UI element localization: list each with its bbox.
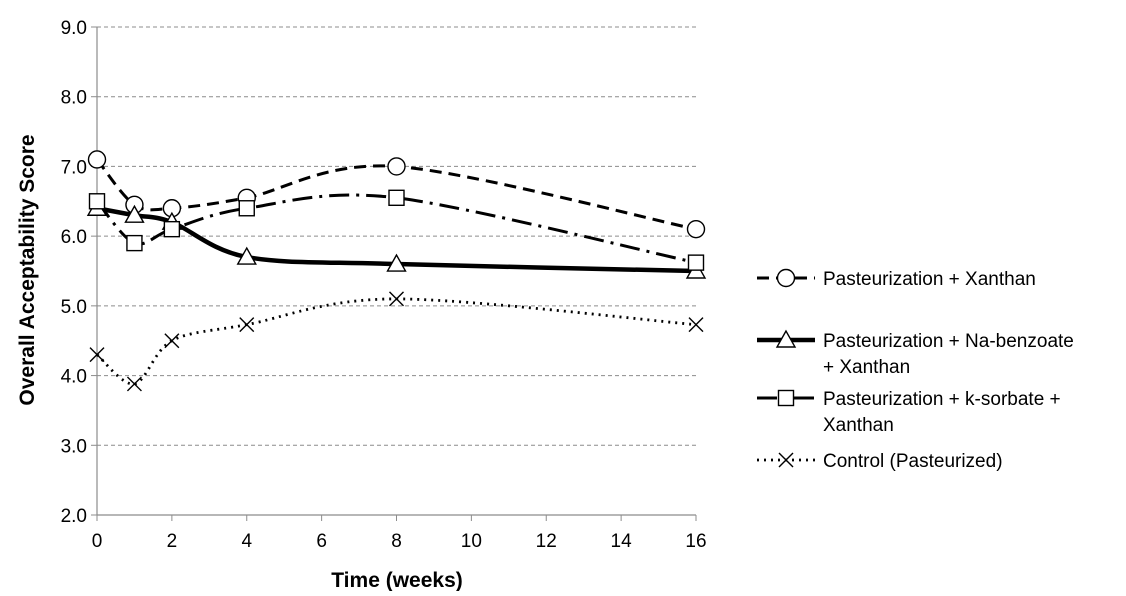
data-point-x [239,317,255,333]
data-point-square [238,200,255,217]
y-tick-label: 5.0 [61,297,87,318]
x-tick-label: 8 [391,531,402,552]
data-point-triangle [236,246,257,265]
y-tick-label: 2.0 [61,506,87,527]
series-line [96,297,697,386]
data-point-square [163,220,181,238]
legend-item: Pasteurization + Xanthan [757,268,1036,290]
legend-label: + Xanthan [823,357,910,378]
legend-item: Pasteurization + k-sorbate + Xanthan [757,389,1061,436]
data-point-circle [87,150,107,169]
legend-label: Pasteurization + Xanthan [823,269,1036,290]
x-tick-label: 10 [461,531,482,552]
series-square [88,189,705,271]
x-tick-label: 0 [92,531,103,552]
data-point-square [88,193,106,210]
data-point-circle [387,157,406,176]
legend-label: Pasteurization + k-sorbate + [823,389,1061,410]
x-tick-label: 4 [241,531,252,552]
data-point-x [126,376,142,392]
data-point-triangle [386,253,407,272]
y-tick-label: 8.0 [61,88,87,109]
x-axis-title: Time (weeks) [331,569,463,591]
y-tick-label: 7.0 [61,157,87,178]
y-tick-label: 9.0 [61,18,87,39]
x-tick-label: 12 [536,531,557,552]
series-x [89,291,704,392]
legend-item: Control (Pasteurized) [757,451,1003,472]
legend-swatch-circle [776,268,796,288]
data-point-x [688,317,704,333]
grid-layer [97,26,696,446]
data-point-x [89,347,105,363]
legend-swatch-triangle [775,329,797,348]
y-tick-label: 6.0 [61,227,87,248]
legend-swatch-x [778,452,794,468]
series-circle [87,150,706,239]
x-tick-label: 16 [685,531,706,552]
axis-layer: 2.0 3.0 4.0 5.0 6.0 7.0 8.0 9.0 0 2 4 6 8 10 12 14 16 [61,18,707,552]
data-point-x [164,333,180,349]
x-tick-label: 2 [167,531,178,552]
legend: Pasteurization + Xanthan Pasteurization +… [757,268,1074,472]
legend-label: Control (Pasteurized) [823,451,1003,472]
data-point-square [126,234,143,252]
legend-label: Pasteurization + Na-benzoate [823,331,1074,352]
series-layer [86,150,707,392]
legend-label: Xanthan [823,415,894,436]
legend-item: Pasteurization + Na-benzoate + Xanthan [757,329,1074,378]
x-tick-label: 6 [316,531,327,552]
y-tick-label: 3.0 [61,436,87,457]
y-axis-title: Overall Acceptability Score [16,134,39,405]
data-point-x [389,291,404,307]
legend-swatch-square [777,389,795,407]
data-point-square [388,189,405,207]
x-tick-label: 14 [611,531,633,552]
data-point-circle [686,219,706,239]
y-tick-label: 4.0 [61,367,87,388]
data-point-triangle [124,204,145,223]
data-point-square [687,254,705,271]
